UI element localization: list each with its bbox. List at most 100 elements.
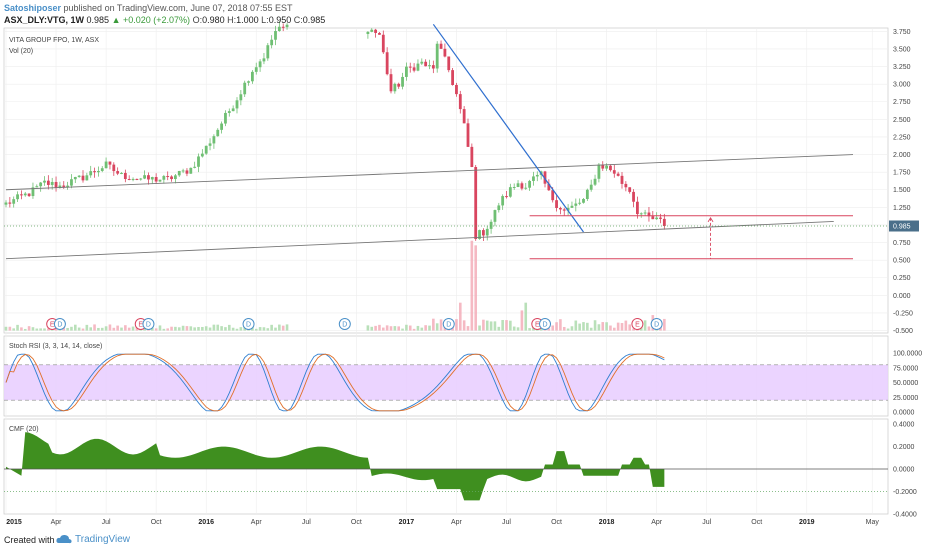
volume-bar [27,326,31,331]
candle-body [266,45,270,59]
candle-body [170,176,173,180]
candle-body [447,56,451,71]
volume-bar [647,326,651,331]
candle-body [659,217,662,219]
volume-bar [254,328,258,331]
volume-bar [4,326,8,331]
candle-body [189,167,193,174]
candle-body [4,202,8,205]
candle-body [412,67,416,71]
candle-body [247,81,250,83]
price-axis-label: 2.750 [893,99,911,106]
volume-bar [116,325,119,331]
volume-bar [89,327,92,331]
volume-bar [212,324,216,331]
candle-body [385,52,389,75]
candle-body [497,205,501,211]
event-marker-letter: E [138,322,143,329]
candle-body [174,175,177,180]
candle-body [643,212,647,214]
price-axis-label: 3.750 [893,29,911,36]
candle-body [150,177,154,180]
main-pane[interactable] [3,27,889,334]
volume-bar [512,326,516,331]
volume-bar [204,326,208,331]
candle-body [601,164,605,169]
volume-bar [389,326,393,331]
volume-bar [489,321,493,331]
last-price: 0.985 [86,15,110,25]
created-with-text: Created with [4,535,55,545]
candle-body [508,187,512,197]
volume-bar [262,327,266,331]
volume-bar [201,326,204,331]
cmf-axis-label: -0.2000 [893,489,917,496]
grid-lines [4,28,888,514]
price-axis-label: 1.750 [893,170,911,177]
volume-bar [485,320,489,331]
volume-bar [582,322,585,331]
candle-body [112,164,116,172]
candle-body [158,179,162,182]
candle-body [408,66,412,68]
candle-body [378,32,381,35]
price-axis-label: 0.000 [893,293,911,300]
price-axis-label: 0.750 [893,240,911,247]
main-pane-title: VITA GROUP FPO, 1W, ASX [9,37,99,44]
volume-bar [397,326,400,331]
price-axis-label: 2.500 [893,117,911,124]
publisher-name[interactable]: Satoshiposer [4,3,62,13]
candle-body [370,29,374,32]
volume-bar [35,328,39,331]
volume-bar [643,320,647,331]
volume-bar [243,327,246,331]
volume-bar [632,328,635,331]
candle-body [58,185,62,188]
volume-bar [185,326,189,331]
event-marker-letter: D [57,322,62,329]
time-axis-label: Jul [702,519,711,526]
time-axis-label: May [866,519,880,526]
candle-body [655,217,659,220]
stoch-k-line [5,353,665,412]
candle-body [204,145,208,154]
rsi-axis-label: 25.0000 [893,395,918,402]
candle-body [512,186,516,188]
time-axis-label: Apr [51,519,63,526]
high-value: 1.000 [236,15,259,25]
tradingview-cloud-icon [56,534,72,544]
dividend-marker [142,318,155,330]
volume-bar [158,325,162,331]
volume-bar [547,328,551,331]
volume-bar [174,326,177,331]
candle-body [609,165,612,171]
candle-body [585,189,589,199]
candle-body [23,193,27,196]
candle-body [251,71,254,82]
time-axis-label: 2017 [399,519,415,526]
candle-body [366,31,370,34]
candle-body [543,171,547,184]
volume-label: Vol (20) [9,48,33,55]
volume-bar [620,323,624,331]
volume-bar [439,319,443,331]
candle-body [35,186,39,188]
footer: Created with TradingView [0,530,932,550]
high-label: H: [227,15,237,25]
price-axis-label: -0.250 [893,310,913,317]
time-axis-label: Apr [651,519,663,526]
stoch-rsi-label: Stoch RSI (3, 3, 14, 14, close) [9,343,102,350]
volume-bar [177,327,181,331]
candle-body [574,203,578,206]
dividend-marker [53,318,66,330]
volume-bar [374,325,377,331]
candle-body [77,175,81,177]
tradingview-logo[interactable]: TradingView [56,532,130,546]
volume-bar [466,326,470,331]
volume-bar [663,318,666,331]
candle-body [458,94,462,110]
candle-body [501,196,505,206]
candle-body [424,61,428,67]
volume-bar [285,324,289,331]
